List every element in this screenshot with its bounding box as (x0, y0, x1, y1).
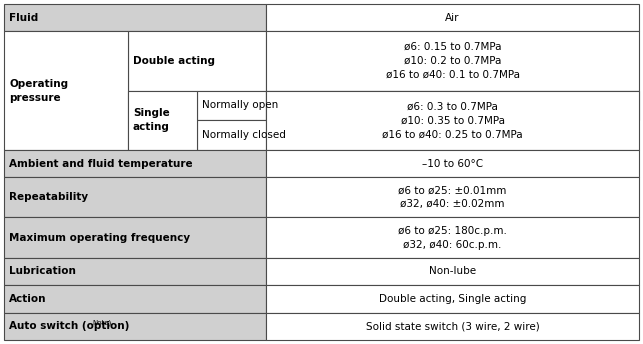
Text: Solid state switch (3 wire, 2 wire): Solid state switch (3 wire, 2 wire) (366, 321, 539, 331)
Bar (197, 90, 266, 120)
Bar (4, 150, 266, 177)
Text: Auto switch (option): Auto switch (option) (9, 321, 129, 331)
Text: Air: Air (446, 13, 460, 23)
Text: –10 to 60°C: –10 to 60°C (422, 159, 483, 169)
Bar (128, 90, 197, 150)
Text: Normally closed: Normally closed (202, 130, 286, 140)
Text: Operating
pressure: Operating pressure (9, 79, 68, 103)
Bar (266, 177, 639, 217)
Text: Single
acting: Single acting (133, 108, 170, 132)
Bar (4, 4, 266, 31)
Text: Maximum operating frequency: Maximum operating frequency (9, 233, 190, 243)
Bar (4, 177, 266, 217)
Text: Repeatability: Repeatability (9, 192, 88, 202)
Bar (266, 4, 639, 31)
Bar (197, 120, 266, 150)
Bar (266, 90, 639, 120)
Text: Fluid: Fluid (9, 13, 38, 23)
Text: Double acting: Double acting (133, 56, 215, 66)
Text: ø6: 0.15 to 0.7MPa
ø10: 0.2 to 0.7MPa
ø16 to ø40: 0.1 to 0.7MPa: ø6: 0.15 to 0.7MPa ø10: 0.2 to 0.7MPa ø1… (386, 42, 520, 80)
Text: Non-lube: Non-lube (429, 266, 476, 276)
Text: Normally open: Normally open (202, 100, 278, 110)
Text: Action: Action (9, 294, 46, 304)
Text: Lubrication: Lubrication (9, 266, 76, 276)
Text: ø6 to ø25: ±0.01mm
ø32, ø40: ±0.02mm: ø6 to ø25: ±0.01mm ø32, ø40: ±0.02mm (399, 185, 507, 209)
Text: Note): Note) (92, 320, 111, 326)
Text: Ambient and fluid temperature: Ambient and fluid temperature (9, 159, 193, 169)
Bar (4, 217, 266, 258)
Bar (4, 285, 266, 313)
Text: ø6: 0.3 to 0.7MPa
ø10: 0.35 to 0.7MPa
ø16 to ø40: 0.25 to 0.7MPa: ø6: 0.3 to 0.7MPa ø10: 0.35 to 0.7MPa ø1… (383, 101, 523, 139)
Bar (266, 258, 639, 285)
Text: ø6 to ø25: 180c.p.m.
ø32, ø40: 60c.p.m.: ø6 to ø25: 180c.p.m. ø32, ø40: 60c.p.m. (398, 226, 507, 249)
Bar (266, 217, 639, 258)
Bar (266, 285, 639, 313)
Bar (4, 31, 128, 150)
Text: Double acting, Single acting: Double acting, Single acting (379, 294, 527, 304)
Bar (128, 31, 266, 90)
Bar (4, 313, 266, 340)
Bar (266, 90, 639, 150)
Bar (266, 150, 639, 177)
Bar (266, 313, 639, 340)
Bar (266, 31, 639, 90)
Bar (4, 258, 266, 285)
